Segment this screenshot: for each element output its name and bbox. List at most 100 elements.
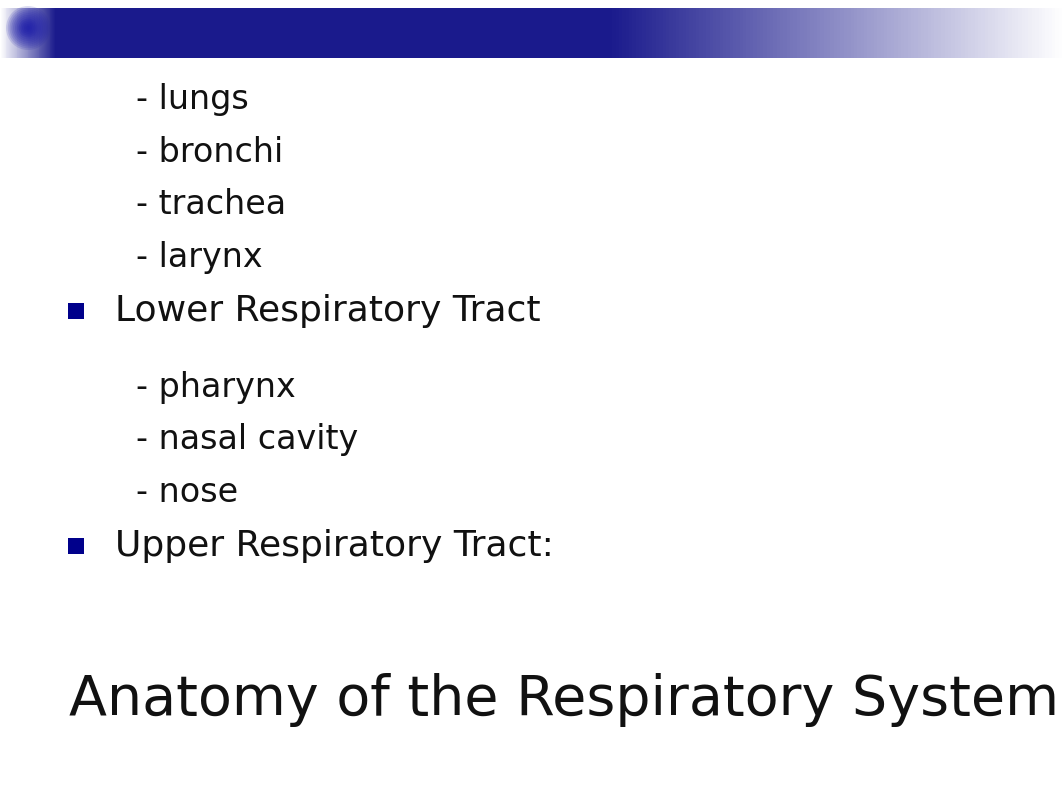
Bar — [518, 8, 523, 58]
Bar — [579, 8, 582, 58]
Bar — [824, 8, 827, 58]
Bar — [68, 303, 85, 319]
Bar — [37, 8, 39, 58]
Bar — [159, 8, 162, 58]
Bar — [874, 8, 878, 58]
Bar — [1015, 8, 1018, 58]
Bar — [894, 8, 898, 58]
Bar — [196, 8, 200, 58]
Bar — [830, 8, 835, 58]
Bar — [461, 8, 465, 58]
Bar — [240, 8, 243, 58]
Bar — [145, 8, 150, 58]
Bar — [256, 8, 260, 58]
Bar — [408, 8, 411, 58]
Bar — [854, 8, 858, 58]
Bar — [340, 8, 344, 58]
Bar — [37, 8, 38, 58]
Bar — [532, 8, 535, 58]
Bar — [972, 8, 975, 58]
Bar — [498, 8, 502, 58]
Bar — [793, 8, 798, 58]
Bar — [176, 8, 179, 58]
Bar — [683, 8, 686, 58]
Bar — [360, 8, 364, 58]
Bar — [672, 8, 676, 58]
Bar — [871, 8, 874, 58]
Bar — [44, 8, 46, 58]
Bar — [417, 8, 422, 58]
Bar — [837, 8, 841, 58]
Bar — [897, 8, 902, 58]
Bar — [800, 8, 804, 58]
Bar — [129, 8, 133, 58]
Bar — [88, 8, 92, 58]
Bar — [428, 8, 431, 58]
Bar — [726, 8, 731, 58]
Bar — [18, 8, 20, 58]
Bar — [136, 8, 139, 58]
Bar — [260, 8, 263, 58]
Text: - lungs: - lungs — [136, 83, 249, 116]
Bar — [441, 8, 445, 58]
Bar — [619, 8, 622, 58]
Circle shape — [24, 24, 32, 32]
Bar — [944, 8, 948, 58]
Bar — [44, 8, 45, 58]
Bar — [649, 8, 653, 58]
Bar — [414, 8, 418, 58]
Bar — [548, 8, 552, 58]
Bar — [908, 8, 911, 58]
Bar — [169, 8, 173, 58]
Bar — [122, 8, 126, 58]
Bar — [807, 8, 810, 58]
Bar — [767, 8, 770, 58]
Bar — [12, 8, 14, 58]
Bar — [301, 8, 304, 58]
Bar — [723, 8, 726, 58]
Bar — [857, 8, 861, 58]
Bar — [515, 8, 518, 58]
Bar — [709, 8, 714, 58]
Bar — [686, 8, 690, 58]
Bar — [33, 8, 34, 58]
Bar — [605, 8, 610, 58]
Bar — [562, 8, 566, 58]
Bar — [350, 8, 355, 58]
Circle shape — [20, 21, 36, 36]
Bar — [166, 8, 170, 58]
Circle shape — [25, 26, 30, 30]
Bar — [663, 8, 667, 58]
Bar — [492, 8, 495, 58]
Bar — [924, 8, 928, 58]
Bar — [1039, 8, 1043, 58]
Bar — [186, 8, 190, 58]
Bar — [82, 8, 86, 58]
Bar — [622, 8, 627, 58]
Bar — [975, 8, 978, 58]
Bar — [92, 8, 96, 58]
Bar — [847, 8, 851, 58]
Bar — [6, 8, 7, 58]
Bar — [669, 8, 673, 58]
Bar — [1001, 8, 1006, 58]
Bar — [36, 8, 37, 58]
Bar — [609, 8, 613, 58]
Circle shape — [19, 18, 37, 37]
Bar — [542, 8, 546, 58]
Bar — [25, 8, 28, 58]
Bar — [639, 8, 643, 58]
Bar — [377, 8, 381, 58]
Bar — [840, 8, 844, 58]
Text: Upper Respiratory Tract:: Upper Respiratory Tract: — [115, 529, 553, 563]
Bar — [555, 8, 559, 58]
Bar — [576, 8, 579, 58]
Bar — [2, 8, 3, 58]
Bar — [105, 8, 109, 58]
Bar — [374, 8, 378, 58]
Bar — [23, 8, 25, 58]
Bar — [405, 8, 408, 58]
Bar — [676, 8, 680, 58]
Bar — [652, 8, 656, 58]
Bar — [521, 8, 526, 58]
